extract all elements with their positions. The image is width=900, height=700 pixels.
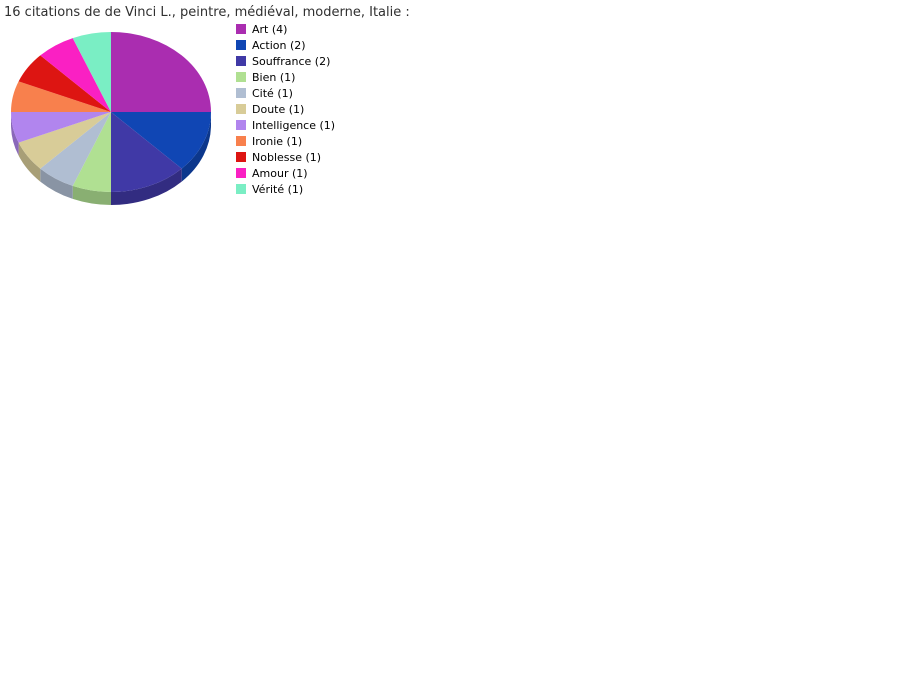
pie-slice-doute xyxy=(18,112,112,169)
legend-label: Bien (1) xyxy=(252,70,296,84)
pie-slice-art xyxy=(111,32,211,112)
legend-item-ironie: Ironie (1) xyxy=(236,133,335,149)
legend-label: Action (2) xyxy=(252,38,306,52)
legend-label: Art (4) xyxy=(252,22,288,36)
legend-item-art: Art (4) xyxy=(236,21,335,37)
chart-title: 16 citations de de Vinci L., peintre, mé… xyxy=(4,5,410,20)
legend-swatch xyxy=(236,168,246,178)
legend-swatch xyxy=(236,40,246,50)
pie-slice-side-action xyxy=(181,112,211,182)
pie-slice-bien xyxy=(72,112,111,192)
legend-label: Amour (1) xyxy=(252,166,308,180)
pie-slice-amour xyxy=(40,38,111,112)
pie-slice-souffrance xyxy=(111,112,182,192)
legend-item-vérité: Vérité (1) xyxy=(236,181,335,197)
legend-swatch xyxy=(236,72,246,82)
legend-item-noblesse: Noblesse (1) xyxy=(236,149,335,165)
legend-swatch xyxy=(236,136,246,146)
chart-legend: Art (4) Action (2) Souffrance (2) Bien (1) C… xyxy=(236,21,335,197)
legend-label: Intelligence (1) xyxy=(252,118,336,132)
legend-label: Souffrance (2) xyxy=(252,54,331,68)
pie-chart xyxy=(11,32,211,205)
legend-label: Cité (1) xyxy=(252,86,293,100)
pie-slice-noblesse xyxy=(18,55,112,112)
legend-swatch xyxy=(236,88,246,98)
legend-item-bien: Bien (1) xyxy=(236,69,335,85)
pie-slice-intelligence xyxy=(11,112,111,143)
legend-swatch xyxy=(236,56,246,66)
pie-slice-side-cité xyxy=(40,168,73,199)
legend-label: Doute (1) xyxy=(252,102,305,116)
legend-item-amour: Amour (1) xyxy=(236,165,335,181)
pie-slice-cité xyxy=(40,112,111,186)
pie-slice-side-souffrance xyxy=(111,168,182,205)
legend-label: Ironie (1) xyxy=(252,134,303,148)
legend-swatch xyxy=(236,184,246,194)
pie-slice-vérité xyxy=(72,32,111,112)
pie-slice-side-bien xyxy=(72,185,111,205)
pie-slice-action xyxy=(111,112,211,169)
legend-item-souffrance: Souffrance (2) xyxy=(236,53,335,69)
legend-item-doute: Doute (1) xyxy=(236,101,335,117)
pie-slice-ironie xyxy=(11,81,111,112)
legend-swatch xyxy=(236,104,246,114)
pie-slice-side-doute xyxy=(18,142,41,182)
legend-item-cité: Cité (1) xyxy=(236,85,335,101)
legend-swatch xyxy=(236,120,246,130)
legend-label: Vérité (1) xyxy=(252,182,304,196)
legend-swatch xyxy=(236,24,246,34)
legend-item-intelligence: Intelligence (1) xyxy=(236,117,335,133)
legend-item-action: Action (2) xyxy=(236,37,335,53)
pie-slice-side-intelligence xyxy=(11,112,19,156)
legend-label: Noblesse (1) xyxy=(252,150,322,164)
legend-swatch xyxy=(236,152,246,162)
